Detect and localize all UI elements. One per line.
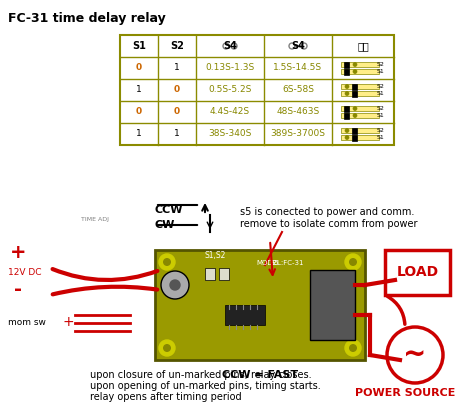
Bar: [219, 268, 229, 280]
Circle shape: [159, 254, 175, 270]
Text: S4: S4: [223, 41, 237, 51]
Circle shape: [353, 63, 357, 67]
Circle shape: [345, 63, 349, 67]
Text: S5: S5: [271, 260, 279, 266]
Bar: [353, 128, 357, 133]
Text: POWER SOURCE: POWER SOURCE: [355, 388, 455, 398]
Bar: [345, 105, 349, 112]
Bar: [345, 112, 349, 118]
Circle shape: [349, 344, 357, 352]
Text: 0: 0: [136, 107, 142, 116]
Text: 1: 1: [136, 86, 142, 95]
Text: S1: S1: [377, 69, 385, 74]
Text: 6S-58S: 6S-58S: [282, 86, 314, 95]
Text: 389S-3700S: 389S-3700S: [271, 130, 326, 139]
Text: 0: 0: [136, 63, 142, 72]
Circle shape: [163, 344, 171, 352]
Circle shape: [161, 271, 189, 299]
Circle shape: [349, 258, 357, 266]
Text: 1: 1: [136, 130, 142, 139]
Bar: [341, 113, 379, 118]
Bar: [310, 270, 355, 340]
Text: +: +: [62, 315, 74, 329]
Text: 0: 0: [174, 86, 180, 95]
Text: S2: S2: [377, 106, 385, 111]
Text: 4.4S-42S: 4.4S-42S: [210, 107, 250, 116]
Text: 38S-340S: 38S-340S: [208, 130, 252, 139]
Text: TIME ADJ: TIME ADJ: [81, 217, 109, 223]
Text: CCW = FAST: CCW = FAST: [222, 370, 298, 380]
Text: S2: S2: [377, 128, 385, 133]
Circle shape: [345, 340, 361, 356]
Circle shape: [345, 114, 349, 118]
Text: 12V DC: 12V DC: [8, 268, 42, 277]
Circle shape: [345, 84, 349, 88]
Circle shape: [353, 69, 357, 74]
Text: upon opening of un-marked pins, timing starts.: upon opening of un-marked pins, timing s…: [90, 381, 321, 391]
Bar: [120, 35, 394, 145]
Text: 48S-463S: 48S-463S: [276, 107, 319, 116]
Circle shape: [345, 128, 349, 133]
Circle shape: [163, 258, 171, 266]
Bar: [353, 135, 357, 141]
Circle shape: [345, 107, 349, 111]
Text: S1: S1: [132, 41, 146, 51]
Text: 1: 1: [174, 63, 180, 72]
Text: ~: ~: [403, 341, 427, 369]
Text: S1,S2: S1,S2: [204, 251, 226, 260]
Circle shape: [170, 280, 180, 290]
Bar: [341, 69, 379, 74]
Bar: [385, 250, 450, 295]
Text: mom sw: mom sw: [8, 318, 46, 327]
Text: 0.5S-5.2S: 0.5S-5.2S: [208, 86, 252, 95]
Text: 1: 1: [174, 130, 180, 139]
Bar: [341, 91, 379, 96]
Bar: [353, 84, 357, 90]
Bar: [225, 305, 265, 325]
Text: 1.5S-14.5S: 1.5S-14.5S: [273, 63, 323, 72]
Circle shape: [345, 91, 349, 95]
Text: CCW: CCW: [155, 205, 183, 215]
Text: CW: CW: [155, 220, 175, 230]
Bar: [345, 61, 349, 67]
Text: -: -: [14, 280, 22, 299]
Circle shape: [353, 128, 357, 133]
Text: S1: S1: [377, 113, 385, 118]
Circle shape: [353, 107, 357, 111]
Text: S1: S1: [377, 135, 385, 140]
Bar: [155, 250, 365, 360]
Text: 0.13S-1.3S: 0.13S-1.3S: [205, 63, 255, 72]
Bar: [353, 90, 357, 97]
Circle shape: [345, 69, 349, 74]
Text: LOAD: LOAD: [396, 265, 438, 280]
Text: S1: S1: [377, 91, 385, 96]
Circle shape: [353, 114, 357, 118]
Text: FC-31 time delay relay: FC-31 time delay relay: [8, 12, 166, 25]
Circle shape: [159, 340, 175, 356]
Text: upon closure of un-marked pins, relay closes.: upon closure of un-marked pins, relay cl…: [90, 370, 311, 380]
Bar: [205, 268, 215, 280]
Text: remove to isolate comm from power: remove to isolate comm from power: [240, 219, 418, 229]
Bar: [341, 84, 379, 89]
Text: S4: S4: [291, 41, 305, 51]
Text: S2: S2: [170, 41, 184, 51]
Bar: [345, 69, 349, 74]
Text: +: +: [10, 243, 26, 262]
Bar: [341, 106, 379, 111]
Bar: [341, 135, 379, 140]
Text: 图示: 图示: [357, 41, 369, 51]
Circle shape: [353, 84, 357, 88]
Text: S2: S2: [377, 62, 385, 67]
Circle shape: [353, 91, 357, 95]
Circle shape: [345, 254, 361, 270]
Bar: [341, 62, 379, 67]
Circle shape: [353, 135, 357, 139]
Text: 0: 0: [174, 107, 180, 116]
Text: S2: S2: [377, 84, 385, 89]
Bar: [341, 128, 379, 133]
Text: relay opens after timing period: relay opens after timing period: [90, 392, 242, 402]
Text: MODEL:FC-31: MODEL:FC-31: [256, 260, 304, 266]
Text: s5 is conected to power and comm.: s5 is conected to power and comm.: [240, 207, 414, 217]
Circle shape: [345, 135, 349, 139]
